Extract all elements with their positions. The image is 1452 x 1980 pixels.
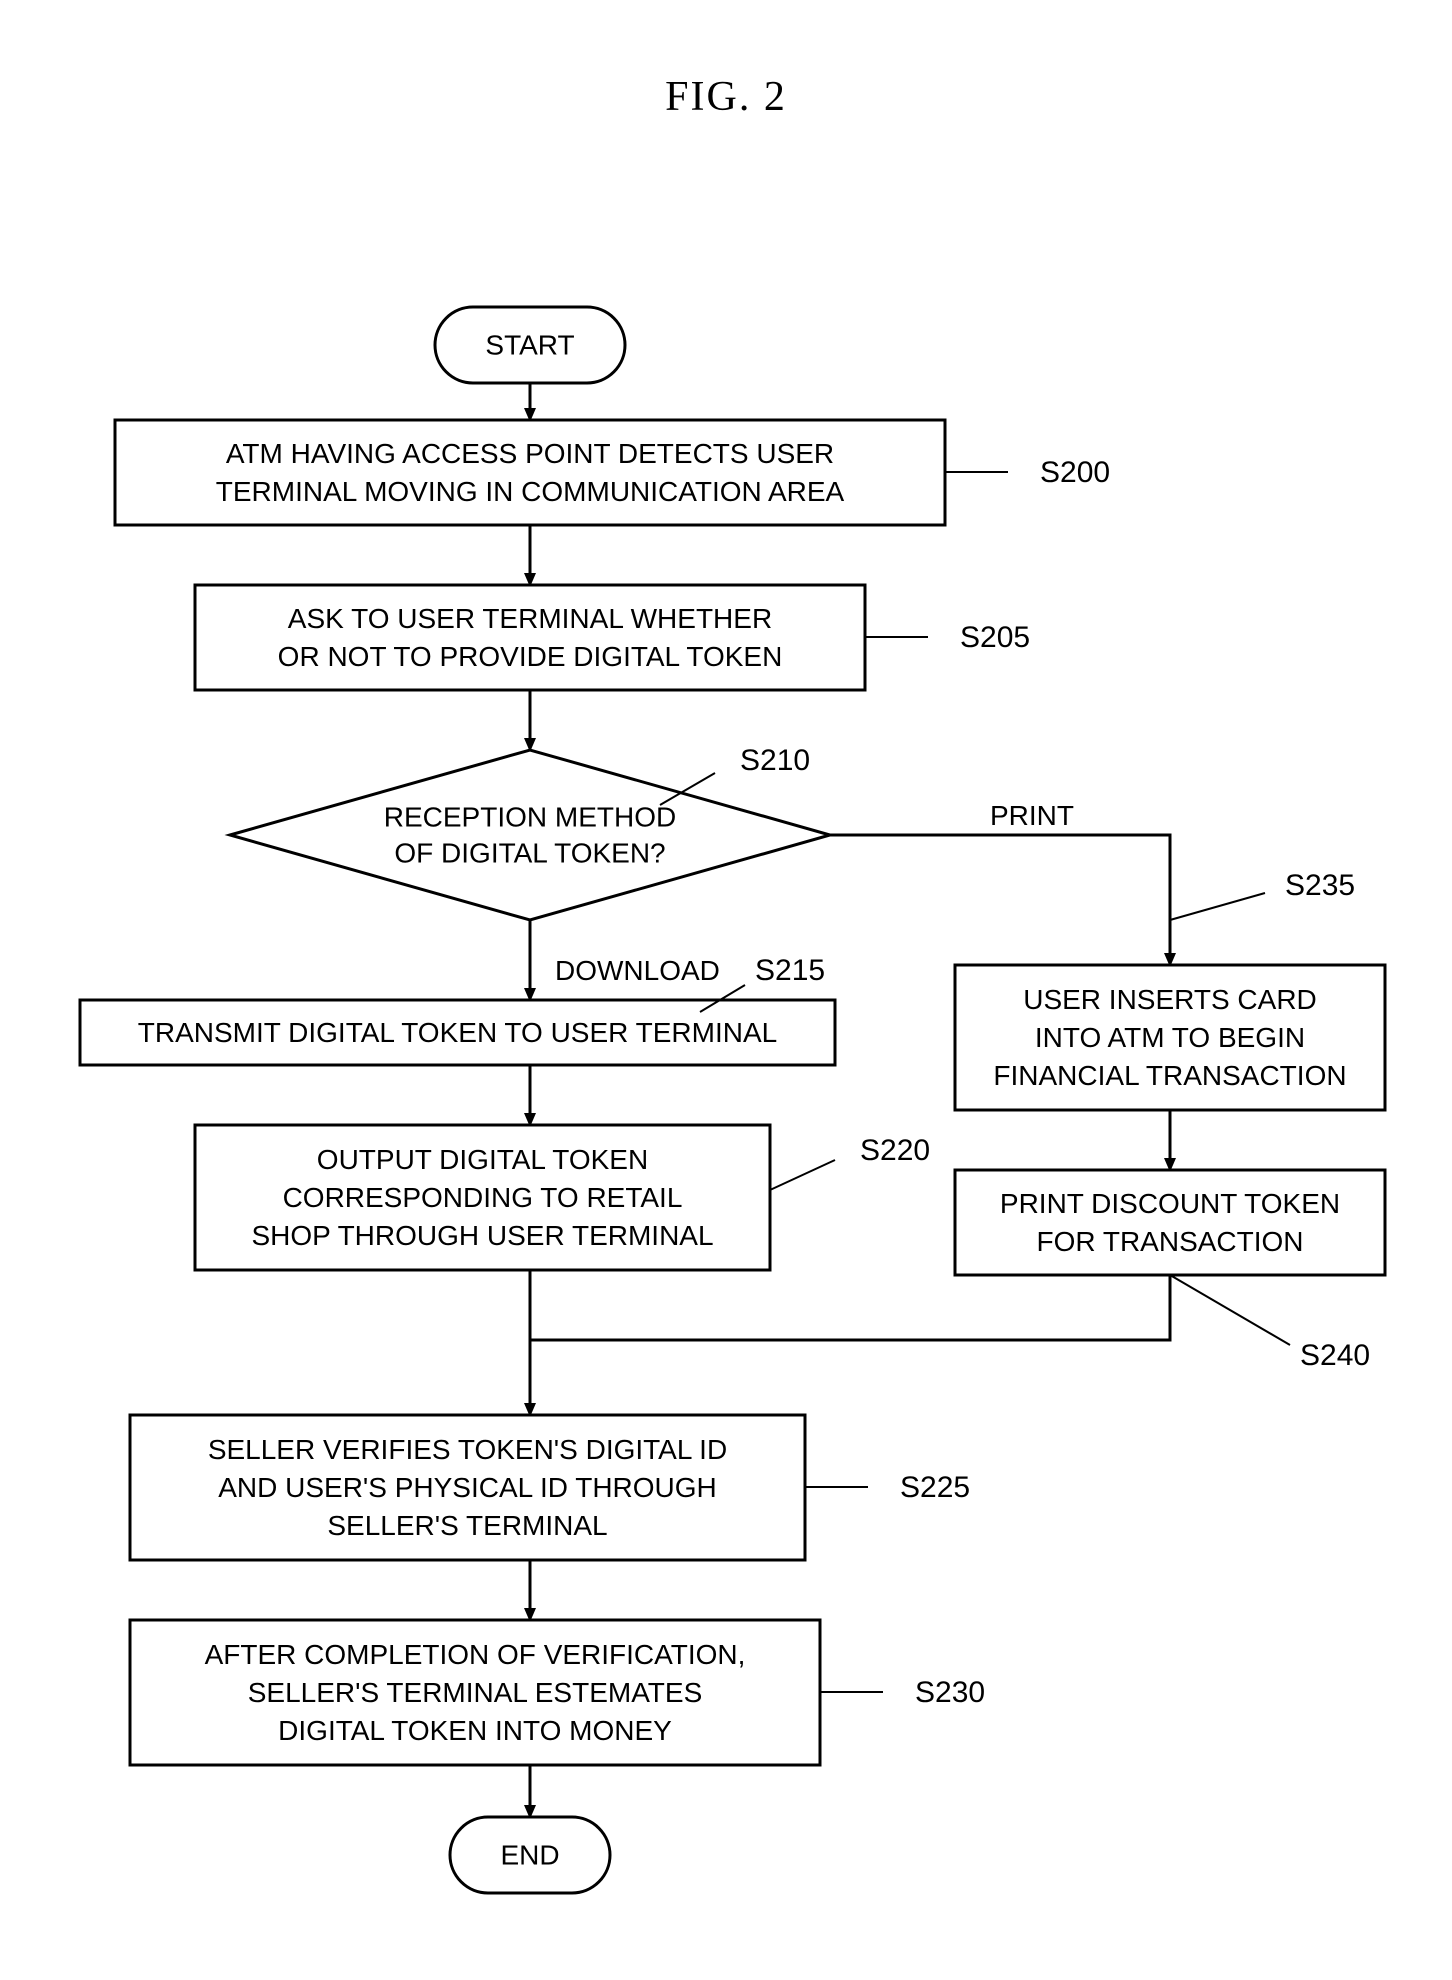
decision-s210-line: RECEPTION METHOD [384,801,676,832]
process-s240: PRINT DISCOUNT TOKEN FOR TRANSACTION [955,1170,1385,1275]
start-terminator: START [435,307,625,383]
process-s220-line: SHOP THROUGH USER TERMINAL [251,1220,713,1251]
decision-s210-line: OF DIGITAL TOKEN? [394,838,665,869]
leader-s220 [770,1160,835,1190]
leader-s240 [1170,1275,1290,1345]
step-label-s205: S205 [960,621,1030,654]
process-s240-line: PRINT DISCOUNT TOKEN [1000,1188,1340,1219]
step-label-s200: S200 [1040,456,1110,489]
process-s235: USER INSERTS CARD INTO ATM TO BEGIN FINANC… [955,965,1385,1110]
step-label-s240: S240 [1300,1339,1370,1372]
process-s230: AFTER COMPLETION OF VERIFICATION, SELLER'… [130,1620,820,1765]
process-s225-line: SELLER VERIFIES TOKEN'S DIGITAL ID [208,1434,727,1465]
step-label-s230: S230 [915,1676,985,1709]
step-label-s210: S210 [740,744,810,777]
process-s200-line: ATM HAVING ACCESS POINT DETECTS USER [226,438,834,469]
process-s200: ATM HAVING ACCESS POINT DETECTS USER TERM… [115,420,945,525]
step-label-s215: S215 [755,954,825,987]
step-label-s235: S235 [1285,869,1355,902]
process-s225: SELLER VERIFIES TOKEN'S DIGITAL ID AND US… [130,1415,805,1560]
flowchart-canvas: FIG. 2 START END ATM HAVING ACCESS POINT DE… [0,0,1452,1980]
process-s215: TRANSMIT DIGITAL TOKEN TO USER TERMINAL [80,1000,835,1065]
process-s230-line: AFTER COMPLETION OF VERIFICATION, [205,1639,746,1670]
figure-title: FIG. 2 [665,74,787,120]
process-s235-line: INTO ATM TO BEGIN [1035,1022,1305,1053]
process-s225-line: SELLER'S TERMINAL [327,1510,607,1541]
process-s225-line: AND USER'S PHYSICAL ID THROUGH [218,1472,717,1503]
process-s220-line: CORRESPONDING TO RETAIL [283,1182,683,1213]
step-label-s225: S225 [900,1471,970,1504]
process-s220-line: OUTPUT DIGITAL TOKEN [317,1144,648,1175]
process-s205-line: OR NOT TO PROVIDE DIGITAL TOKEN [278,641,783,672]
process-s205: ASK TO USER TERMINAL WHETHER OR NOT TO PR… [195,585,865,690]
process-s235-line: FINANCIAL TRANSACTION [993,1060,1346,1091]
step-label-s220: S220 [860,1134,930,1167]
process-s240-line: FOR TRANSACTION [1036,1226,1303,1257]
flow-arrow [530,1275,1170,1340]
process-s220: OUTPUT DIGITAL TOKEN CORRESPONDING TO RET… [195,1125,770,1270]
process-s230-line: SELLER'S TERMINAL ESTEMATES [248,1677,703,1708]
process-s235-line: USER INSERTS CARD [1023,984,1317,1015]
edge-label-download: DOWNLOAD [555,955,720,986]
edge-label-print: PRINT [990,800,1074,831]
start-label: START [485,330,574,361]
process-s230-line: DIGITAL TOKEN INTO MONEY [278,1715,672,1746]
process-s205-line: ASK TO USER TERMINAL WHETHER [288,603,772,634]
process-s200-line: TERMINAL MOVING IN COMMUNICATION AREA [216,476,845,507]
end-label: END [500,1840,559,1871]
process-s215-line: TRANSMIT DIGITAL TOKEN TO USER TERMINAL [138,1017,777,1048]
leader-s235 [1170,893,1265,920]
flow-arrow [830,835,1170,965]
end-terminator: END [450,1817,610,1893]
